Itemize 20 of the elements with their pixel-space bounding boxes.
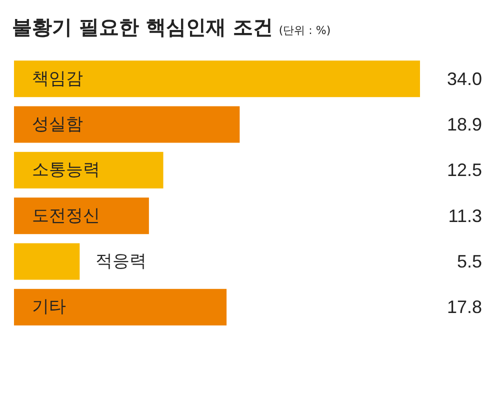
data-label: 34.0 (446, 68, 482, 89)
bar (14, 243, 80, 280)
y-tick-label: 성실함 (32, 114, 83, 134)
y-tick-label: 적응력 (96, 252, 147, 272)
y-tick-label: 소통능력 (32, 160, 100, 180)
data-label: 11.3 (448, 206, 482, 226)
bar (14, 288, 227, 326)
y-tick-label: 기타 (32, 297, 66, 318)
chart-subtitle: (단위 : %) (278, 24, 331, 37)
y-tick-label: 도전정신 (32, 206, 100, 226)
data-label: 12.5 (446, 160, 482, 180)
bar (14, 152, 164, 188)
data-label: 18.9 (446, 114, 482, 134)
chart-title: 불황기 필요한 핵심인재 조건 (12, 15, 273, 39)
data-label: 17.8 (446, 297, 482, 318)
bar (14, 106, 240, 143)
y-tick-label: 책임감 (32, 68, 83, 89)
bar (14, 60, 420, 98)
bar (14, 198, 149, 234)
data-label: 5.5 (456, 252, 482, 272)
